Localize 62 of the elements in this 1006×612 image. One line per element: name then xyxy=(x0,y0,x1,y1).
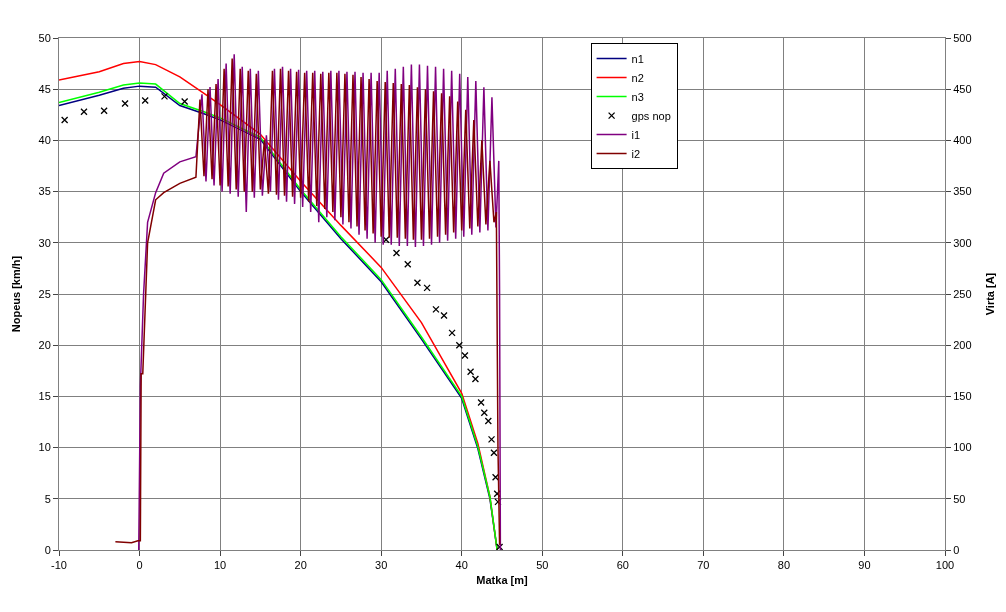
y-tick-label: 45 xyxy=(38,83,51,96)
y-tick-label: 5 xyxy=(44,492,51,505)
legend-label: n3 xyxy=(631,90,644,103)
point xyxy=(141,96,149,105)
point xyxy=(471,375,480,383)
y-tick-label: 30 xyxy=(38,236,51,249)
point xyxy=(160,92,169,101)
point xyxy=(121,99,129,108)
point xyxy=(490,449,498,457)
x-tick-label: 40 xyxy=(455,559,468,572)
x-tick-label: 70 xyxy=(697,559,710,572)
x-tick-label: -10 xyxy=(51,559,67,572)
y2-tick-label: 450 xyxy=(953,83,972,96)
point xyxy=(60,116,69,124)
y-tick-label: 40 xyxy=(38,134,51,147)
point xyxy=(477,398,485,407)
point xyxy=(484,417,492,425)
x-tick-label: 80 xyxy=(777,559,791,572)
y-tick-label: 35 xyxy=(38,185,51,198)
point xyxy=(495,543,504,550)
point xyxy=(392,249,401,257)
x-tick-label: 90 xyxy=(858,559,871,572)
y2-tick-label: 50 xyxy=(953,492,966,505)
legend-label: i1 xyxy=(631,128,641,141)
point xyxy=(440,311,448,320)
legend-label: n2 xyxy=(631,71,644,84)
x-tick-label: 10 xyxy=(213,559,227,572)
point xyxy=(80,108,88,116)
y-tick-label: 0 xyxy=(44,543,51,556)
x-tick-label: 60 xyxy=(616,559,629,572)
y2-axis-title: Virta [A] xyxy=(983,272,996,316)
y2-tick-label: 150 xyxy=(953,390,972,403)
x-tick-label: 30 xyxy=(375,559,388,572)
y2-tick-label: 350 xyxy=(953,185,972,198)
y-tick-label: 15 xyxy=(38,390,51,403)
y2-tick-label: 400 xyxy=(953,134,972,147)
point xyxy=(413,279,422,287)
legend-label: i2 xyxy=(631,147,641,160)
x-tick-label: 50 xyxy=(536,559,549,572)
y-tick-label: 25 xyxy=(38,287,51,300)
y2-tick-label: 200 xyxy=(953,339,972,352)
legend-label: gps nop xyxy=(631,109,671,122)
y2-tick-label: 500 xyxy=(953,31,972,44)
point xyxy=(432,305,440,314)
point xyxy=(466,368,475,376)
y-tick-label: 50 xyxy=(38,31,51,44)
x-tick-label: 100 xyxy=(935,559,955,572)
point xyxy=(461,351,469,360)
point xyxy=(181,97,189,106)
y2-tick-label: 250 xyxy=(953,287,972,300)
x-tick-label: 0 xyxy=(136,559,143,572)
y2-tick-label: 300 xyxy=(953,236,972,249)
y2-tick-label: 100 xyxy=(953,441,972,454)
point xyxy=(455,341,463,349)
y-tick-label: 20 xyxy=(38,339,51,352)
x-tick-label: 20 xyxy=(294,559,307,572)
x-axis-title: Matka [m] xyxy=(476,574,529,587)
y-tick-label: 10 xyxy=(38,441,51,454)
point xyxy=(100,107,108,115)
legend-label: n1 xyxy=(631,52,644,65)
y-axis-title: Nopeus [km/h] xyxy=(10,255,23,333)
y2-tick-label: 0 xyxy=(953,543,960,556)
